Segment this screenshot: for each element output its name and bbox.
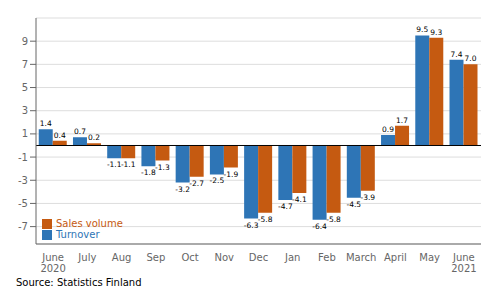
- svg-text:0.4: 0.4: [54, 131, 66, 140]
- svg-text:Oct: Oct: [181, 252, 198, 263]
- svg-text:June2021: June2021: [451, 252, 476, 274]
- svg-text:9.3: 9.3: [430, 28, 442, 37]
- svg-text:1.4: 1.4: [40, 119, 52, 128]
- svg-text:Aug: Aug: [112, 252, 132, 263]
- html-text:Turnover: Turnover: [56, 229, 100, 240]
- svg-text:-6.3: -6.3: [244, 221, 259, 230]
- svg-text:-5.8: -5.8: [258, 215, 273, 224]
- svg-text:Sep: Sep: [146, 252, 165, 263]
- svg-text:-4.1: -4.1: [292, 195, 307, 204]
- svg-text:March: March: [346, 252, 376, 263]
- html-text:Sales volume: Sales volume: [56, 218, 123, 229]
- svg-text:-3.2: -3.2: [175, 185, 190, 194]
- svg-text:April: April: [384, 252, 407, 263]
- svg-text:0.9: 0.9: [382, 125, 394, 134]
- svg-text:-5: -5: [18, 198, 28, 209]
- svg-text:-3: -3: [18, 175, 28, 186]
- svg-text:-3.9: -3.9: [360, 193, 375, 202]
- svg-text:7.0: 7.0: [465, 54, 477, 63]
- svg-text:-1.3: -1.3: [155, 163, 170, 172]
- svg-text:-1: -1: [18, 152, 28, 163]
- svg-text:-6.4: -6.4: [312, 222, 327, 231]
- svg-text:Jan: Jan: [284, 252, 300, 263]
- svg-text:-1.1: -1.1: [107, 160, 122, 169]
- svg-text:-4.7: -4.7: [278, 202, 293, 211]
- svg-text:-5.8: -5.8: [326, 215, 341, 224]
- svg-text:Nov: Nov: [215, 252, 235, 263]
- svg-text:May: May: [419, 252, 440, 263]
- svg-text:5: 5: [22, 82, 28, 93]
- svg-text:-1.1: -1.1: [121, 160, 136, 169]
- svg-text:-4.5: -4.5: [346, 200, 361, 209]
- svg-text:9: 9: [22, 36, 28, 47]
- svg-text:0.2: 0.2: [88, 133, 100, 142]
- svg-text:-2.7: -2.7: [189, 179, 204, 188]
- svg-text:7: 7: [22, 59, 28, 70]
- svg-text:Dec: Dec: [249, 252, 268, 263]
- svg-text:1.7: 1.7: [396, 116, 408, 125]
- svg-text:-2.5: -2.5: [210, 176, 225, 185]
- svg-text:3: 3: [22, 105, 28, 116]
- svg-text:July: July: [77, 252, 96, 263]
- svg-text:-1.8: -1.8: [141, 168, 156, 177]
- svg-text:June2020: June2020: [40, 252, 65, 274]
- svg-text:-1.9: -1.9: [224, 170, 239, 179]
- svg-text:-7: -7: [18, 221, 28, 232]
- svg-text:1: 1: [22, 128, 28, 139]
- svg-text:9.5: 9.5: [416, 25, 428, 34]
- svg-text:7.4: 7.4: [451, 50, 463, 59]
- html-text:Source: Statistics Finland: Source: Statistics Finland: [16, 277, 142, 288]
- svg-text:0.7: 0.7: [74, 127, 86, 136]
- svg-text:Feb: Feb: [318, 252, 336, 263]
